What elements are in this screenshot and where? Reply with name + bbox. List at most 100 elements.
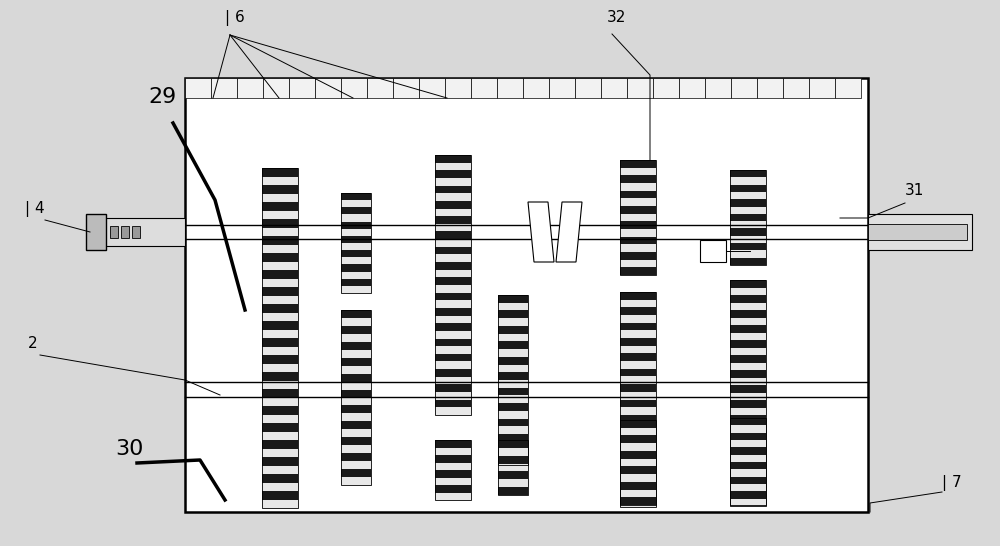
Bar <box>341 389 371 397</box>
Bar <box>730 199 766 206</box>
Bar <box>679 78 705 98</box>
Bar <box>262 347 298 355</box>
Bar <box>730 415 766 423</box>
Bar <box>730 363 766 370</box>
Bar <box>730 333 766 340</box>
Bar <box>262 414 298 423</box>
Bar <box>498 349 528 357</box>
Bar <box>90 218 185 246</box>
Bar <box>730 258 766 265</box>
Bar <box>498 464 528 471</box>
Bar <box>730 407 766 415</box>
Bar <box>809 78 835 98</box>
Bar <box>620 443 656 451</box>
Bar <box>498 426 528 434</box>
Bar <box>498 395 528 403</box>
Bar <box>262 406 298 414</box>
Bar <box>445 78 471 98</box>
Bar <box>620 361 656 369</box>
Bar <box>835 78 861 98</box>
Bar <box>498 457 528 465</box>
Bar <box>435 300 471 308</box>
Bar <box>498 334 528 341</box>
Bar <box>341 334 371 342</box>
Bar <box>620 292 656 300</box>
Bar <box>620 338 656 346</box>
Bar <box>341 453 371 461</box>
Bar <box>341 271 371 278</box>
Bar <box>498 442 528 449</box>
Bar <box>620 420 656 505</box>
Bar <box>262 321 298 329</box>
Bar <box>627 78 653 98</box>
Bar <box>498 411 528 419</box>
Bar <box>262 168 298 508</box>
Bar <box>263 78 289 98</box>
Bar <box>730 475 766 483</box>
Bar <box>121 226 129 238</box>
Bar <box>730 170 766 177</box>
Bar <box>435 224 471 232</box>
Bar <box>731 78 757 98</box>
Bar <box>730 170 766 265</box>
Bar <box>86 214 106 250</box>
Bar <box>730 295 766 302</box>
Bar <box>435 316 471 323</box>
Bar <box>341 215 371 222</box>
Bar <box>262 389 298 397</box>
Bar <box>620 252 656 260</box>
Bar <box>262 253 298 262</box>
Text: | 4: | 4 <box>25 201 45 217</box>
Bar <box>435 201 471 209</box>
Bar <box>435 186 471 193</box>
Text: 30: 30 <box>115 439 143 459</box>
Bar <box>498 471 528 479</box>
Bar <box>341 222 371 229</box>
Bar <box>620 384 656 392</box>
Bar <box>435 470 471 478</box>
Bar <box>262 355 298 364</box>
Bar <box>341 78 367 98</box>
Bar <box>620 244 656 252</box>
Bar <box>498 380 528 388</box>
Text: 32: 32 <box>607 10 626 25</box>
Bar <box>868 224 967 240</box>
Bar <box>435 485 471 492</box>
Bar <box>498 326 528 334</box>
Bar <box>435 239 471 247</box>
Bar <box>419 78 445 98</box>
Bar <box>262 397 298 406</box>
Bar <box>471 78 497 98</box>
Bar <box>700 240 726 262</box>
Bar <box>575 78 601 98</box>
Bar <box>620 474 656 482</box>
Bar <box>730 325 766 333</box>
Bar <box>341 477 371 485</box>
Bar <box>620 346 656 353</box>
Bar <box>262 312 298 321</box>
Bar <box>730 440 766 447</box>
Bar <box>498 372 528 380</box>
Polygon shape <box>556 202 582 262</box>
Bar <box>435 339 471 346</box>
Bar <box>262 211 298 219</box>
Bar <box>498 295 528 302</box>
Bar <box>498 341 528 349</box>
Bar <box>620 315 656 323</box>
Bar <box>435 448 471 455</box>
Bar <box>620 376 656 384</box>
Bar <box>262 423 298 431</box>
Bar <box>435 155 471 415</box>
Bar <box>262 500 298 508</box>
Bar <box>730 385 766 393</box>
Bar <box>435 369 471 377</box>
Bar <box>730 484 766 491</box>
Bar <box>262 176 298 185</box>
Bar <box>341 437 371 445</box>
Bar <box>262 295 298 304</box>
Bar <box>620 476 656 484</box>
Bar <box>730 377 766 385</box>
Bar <box>435 254 471 262</box>
Bar <box>620 175 656 183</box>
Bar <box>620 323 656 330</box>
